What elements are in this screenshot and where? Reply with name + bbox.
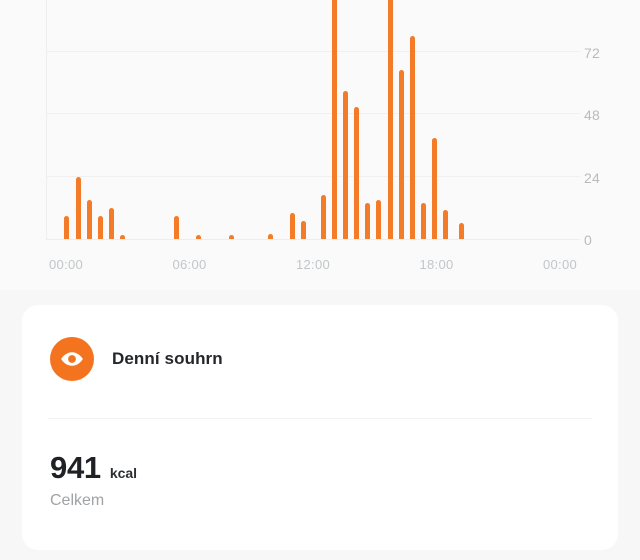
bar[interactable]	[459, 223, 464, 239]
bar[interactable]	[365, 202, 370, 239]
bar[interactable]	[64, 215, 69, 239]
gridline-72	[47, 51, 580, 52]
total-block: 941 kcal Celkem	[50, 450, 137, 510]
bar[interactable]	[343, 90, 348, 239]
calorie-chart-section: 0 24 48 72 00:00 06:00 12:00 18:00 00:00	[46, 0, 600, 272]
bar[interactable]	[268, 233, 273, 239]
bar[interactable]	[332, 0, 337, 239]
total-value: 941	[50, 450, 101, 485]
bar[interactable]	[120, 235, 125, 239]
y-tick-label: 24	[584, 169, 600, 186]
total-line: 941 kcal	[50, 450, 137, 486]
card-divider	[48, 418, 592, 419]
gridline-48	[47, 113, 580, 115]
bar[interactable]	[354, 106, 359, 239]
bar[interactable]	[290, 213, 295, 239]
bar[interactable]	[410, 36, 415, 239]
total-unit: kcal	[109, 465, 138, 481]
gridline-24	[47, 175, 580, 177]
card-header: Denní souhrn	[50, 337, 223, 381]
x-tick-label: 18:00	[419, 257, 454, 272]
bar[interactable]	[421, 202, 426, 239]
bar[interactable]	[196, 235, 201, 239]
x-tick-label: 12:00	[295, 257, 331, 272]
bar[interactable]	[109, 207, 114, 239]
x-tick-label: 00:00	[542, 257, 578, 272]
daily-summary-card[interactable]: Denní souhrn 941 kcal Celkem	[22, 305, 618, 550]
x-tick-label: 00:00	[48, 257, 84, 272]
chart-plot-area[interactable]	[46, 0, 580, 240]
bar[interactable]	[98, 215, 103, 239]
y-tick-label: 0	[584, 232, 592, 248]
bar[interactable]	[174, 215, 179, 239]
bar[interactable]	[399, 70, 404, 239]
bar[interactable]	[443, 210, 448, 239]
y-tick-label: 48	[584, 107, 600, 124]
bar[interactable]	[376, 200, 381, 239]
card-title: Denní souhrn	[112, 349, 223, 368]
bar[interactable]	[432, 137, 437, 239]
x-tick-label: 06:00	[172, 257, 207, 272]
bar[interactable]	[321, 194, 326, 239]
bar[interactable]	[388, 0, 393, 239]
bar[interactable]	[87, 200, 92, 239]
bar[interactable]	[229, 235, 234, 239]
bar[interactable]	[76, 176, 81, 239]
y-tick-label: 72	[584, 45, 600, 61]
eye-icon	[50, 337, 94, 381]
total-caption: Celkem	[50, 492, 105, 509]
bar[interactable]	[301, 220, 306, 239]
